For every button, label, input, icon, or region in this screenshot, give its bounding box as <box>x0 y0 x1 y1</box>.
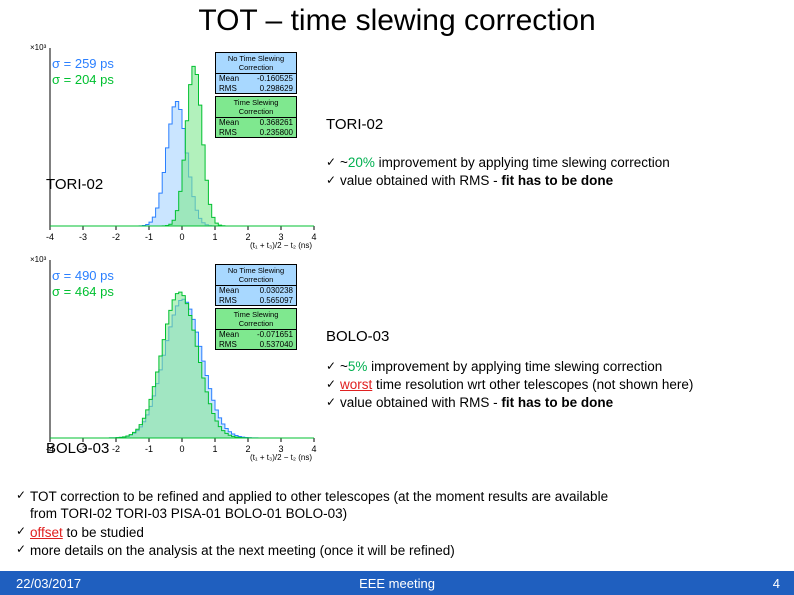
sigma1-line: σ = 490 ps <box>52 268 114 284</box>
statbox-corr: Time Slewing Correction Mean 0.368261 RMS… <box>215 96 297 138</box>
bullet-item: offset to be studied <box>16 524 776 542</box>
stat-label: Mean <box>219 286 239 296</box>
bullet-bold: fit has to be done <box>501 395 613 410</box>
stat-val: 0.565097 <box>260 296 293 306</box>
bullet-item: value obtained with RMS - fit has to be … <box>326 394 776 412</box>
stat-val: -0.160525 <box>257 74 293 84</box>
svg-text:-3: -3 <box>79 232 87 242</box>
bullet-item: value obtained with RMS - fit has to be … <box>326 172 766 190</box>
svg-text:(t₁ + t₃)/2 − t₂ (ns): (t₁ + t₃)/2 − t₂ (ns) <box>250 241 312 250</box>
svg-text:×10³: ×10³ <box>30 255 47 264</box>
bullet-item: ~20% improvement by applying time slewin… <box>326 154 766 172</box>
statbox-title: No Time Slewing Correction <box>216 53 296 74</box>
sigma2-line: σ = 464 ps <box>52 284 114 300</box>
statbox-title: No Time Slewing Correction <box>216 265 296 286</box>
stat-label: Mean <box>219 118 239 128</box>
stat-label: RMS <box>219 128 237 138</box>
bullet-text: to be studied <box>63 525 144 540</box>
footer-bar: 22/03/2017 EEE meeting 4 <box>0 571 794 595</box>
svg-text:1: 1 <box>212 444 217 454</box>
chart2-bullets: ~5% improvement by applying time slewing… <box>326 358 776 413</box>
pct-value: 20% <box>348 155 375 170</box>
svg-text:×10³: ×10³ <box>30 43 47 52</box>
svg-text:4: 4 <box>311 232 316 242</box>
svg-text:0: 0 <box>179 232 184 242</box>
statbox-title: Time Slewing Correction <box>216 309 296 330</box>
stat-val: 0.537040 <box>260 340 293 350</box>
stat-val: 0.298629 <box>260 84 293 94</box>
stat-label: RMS <box>219 296 237 306</box>
bullet-text: improvement by applying time slewing cor… <box>375 155 670 170</box>
bullet-bold: fit has to be done <box>501 173 613 188</box>
red-word: worst <box>340 377 372 392</box>
bullet-text: time resolution wrt other telescopes (no… <box>372 377 693 392</box>
chart2-label-right: BOLO-03 <box>326 328 389 345</box>
svg-text:-2: -2 <box>112 232 120 242</box>
chart2-statboxes: No Time Slewing Correction Mean0.030238 … <box>215 264 297 352</box>
chart2-label-left: BOLO-03 <box>46 440 109 457</box>
bullet-text: value obtained with RMS - <box>340 395 501 410</box>
stat-val: 0.030238 <box>260 286 293 296</box>
statbox-no-corr: No Time Slewing Correction Mean0.030238 … <box>215 264 297 306</box>
stat-val: 0.368261 <box>260 118 293 128</box>
stat-label: Mean <box>219 330 239 340</box>
bullet-item: more details on the analysis at the next… <box>16 542 776 560</box>
sigma2-line: σ = 204 ps <box>52 72 114 88</box>
stat-label: Mean <box>219 74 239 84</box>
bullet-text: TOT correction to be refined and applied… <box>30 489 608 504</box>
svg-text:-1: -1 <box>145 444 153 454</box>
sigma1-line: σ = 259 ps <box>52 56 114 72</box>
red-word: offset <box>30 525 63 540</box>
svg-text:-2: -2 <box>112 444 120 454</box>
bullet-text: value obtained with RMS - <box>340 173 501 188</box>
bullet-item: TOT correction to be refined and applied… <box>16 488 776 523</box>
pct-value: 5% <box>348 359 368 374</box>
content-area: -4-3-2-101234(t₁ + t₃)/2 − t₂ (ns)×10³ σ… <box>0 40 794 540</box>
chart1-label-right: TORI-02 <box>326 116 383 133</box>
svg-text:-4: -4 <box>46 232 54 242</box>
svg-text:1: 1 <box>212 232 217 242</box>
chart1-label-left: TORI-02 <box>46 176 103 193</box>
chart1-sigma-annot: σ = 259 ps σ = 204 ps <box>52 56 114 89</box>
bullet-item: ~5% improvement by applying time slewing… <box>326 358 776 376</box>
slide-title: TOT – time slewing correction <box>0 0 794 40</box>
footer-date: 22/03/2017 <box>16 576 81 591</box>
stat-label: RMS <box>219 84 237 94</box>
svg-text:-1: -1 <box>145 232 153 242</box>
stat-val: -0.071651 <box>257 330 293 340</box>
chart1-statboxes: No Time Slewing Correction Mean -0.160525… <box>215 52 297 140</box>
bullet-text: improvement by applying time slewing cor… <box>367 359 662 374</box>
svg-text:4: 4 <box>311 444 316 454</box>
footer-meeting: EEE meeting <box>359 576 435 591</box>
footer-page: 4 <box>773 576 780 591</box>
chart2-sigma-annot: σ = 490 ps σ = 464 ps <box>52 268 114 301</box>
svg-text:0: 0 <box>179 444 184 454</box>
statbox-no-corr: No Time Slewing Correction Mean -0.160525… <box>215 52 297 94</box>
bottom-bullets: TOT correction to be refined and applied… <box>16 488 776 561</box>
bullet-text-cont: from TORI-02 TORI-03 PISA-01 BOLO-01 BOL… <box>30 506 347 521</box>
chart1-bullets: ~20% improvement by applying time slewin… <box>326 154 766 190</box>
statbox-corr: Time Slewing Correction Mean -0.071651 RM… <box>215 308 297 350</box>
svg-text:(t₁ + t₃)/2 − t₂ (ns): (t₁ + t₃)/2 − t₂ (ns) <box>250 453 312 462</box>
stat-val: 0.235800 <box>260 128 293 138</box>
stat-label: RMS <box>219 340 237 350</box>
bullet-item: worst time resolution wrt other telescop… <box>326 376 776 394</box>
statbox-title: Time Slewing Correction <box>216 97 296 118</box>
